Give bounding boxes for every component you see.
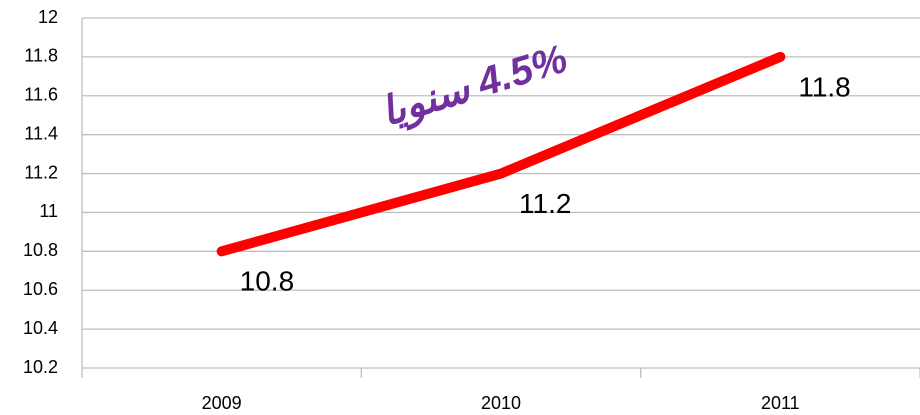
x-tick-label: 2010	[481, 393, 521, 413]
y-tick-label: 11	[39, 201, 58, 221]
annotation: 4.5% سنويا	[376, 37, 573, 137]
data-label: 10.8	[240, 266, 295, 297]
y-tick-label: 10.2	[23, 357, 58, 377]
y-tick-label: 10.6	[23, 279, 58, 299]
y-tick-label: 11.6	[24, 85, 58, 105]
y-tick-label: 11.8	[24, 46, 58, 66]
x-tick-label: 2011	[761, 393, 800, 413]
y-tick-label: 11.4	[24, 123, 58, 143]
line	[216, 51, 786, 257]
x-tick-label: 2009	[202, 393, 242, 413]
data-label: 11.8	[798, 71, 850, 102]
y-tick-label: 12	[38, 7, 58, 27]
data-label: 11.2	[519, 188, 571, 219]
y-tick-label: 10.8	[23, 240, 58, 260]
y-tick-label: 11.2	[24, 162, 58, 182]
y-tick-label: 10.4	[23, 318, 58, 338]
